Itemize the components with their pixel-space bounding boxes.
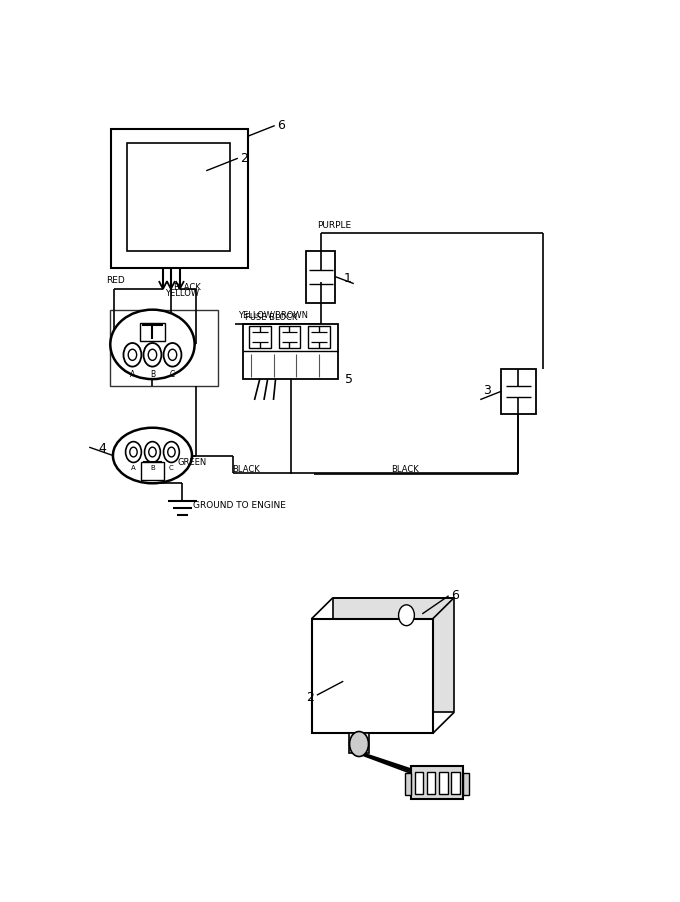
Circle shape <box>168 349 177 361</box>
Text: RED: RED <box>106 276 125 285</box>
Text: GREEN: GREEN <box>177 458 207 467</box>
Text: FUSE BLOCK: FUSE BLOCK <box>245 313 297 322</box>
Ellipse shape <box>110 309 194 379</box>
Text: A: A <box>130 370 135 379</box>
Text: GROUND TO ENGINE: GROUND TO ENGINE <box>193 501 286 510</box>
Bar <box>411 766 463 799</box>
Ellipse shape <box>113 428 192 483</box>
Text: B: B <box>150 370 155 379</box>
Circle shape <box>129 349 137 361</box>
Bar <box>333 598 454 713</box>
Bar <box>415 772 424 795</box>
Text: BLACK: BLACK <box>233 465 260 474</box>
Circle shape <box>149 447 156 457</box>
Bar <box>311 619 433 733</box>
Text: 5: 5 <box>345 373 354 386</box>
Text: 2: 2 <box>307 691 314 704</box>
Text: 6: 6 <box>452 589 459 603</box>
Text: 3: 3 <box>483 384 491 398</box>
Circle shape <box>148 349 156 361</box>
Circle shape <box>168 447 175 457</box>
Text: 2: 2 <box>241 152 248 165</box>
Text: BLACK: BLACK <box>390 465 418 474</box>
Text: YELLOW/BROWN: YELLOW/BROWN <box>238 310 308 319</box>
Circle shape <box>126 442 141 463</box>
Circle shape <box>145 442 160 463</box>
Bar <box>250 326 271 348</box>
Circle shape <box>163 442 180 463</box>
Text: C: C <box>170 370 175 379</box>
Bar <box>127 143 230 251</box>
Circle shape <box>350 732 369 757</box>
Bar <box>307 251 335 303</box>
Bar <box>349 733 369 753</box>
Bar <box>427 772 435 795</box>
Circle shape <box>130 447 137 457</box>
Text: PURPLE: PURPLE <box>317 221 351 230</box>
Bar <box>279 326 300 348</box>
Text: 1: 1 <box>343 272 351 285</box>
Bar <box>463 773 469 796</box>
Text: B: B <box>150 465 155 471</box>
Text: YELLOW: YELLOW <box>165 289 199 298</box>
Bar <box>110 309 218 386</box>
Text: 6: 6 <box>277 119 285 132</box>
Bar <box>141 462 164 480</box>
Bar <box>439 772 447 795</box>
Circle shape <box>124 343 141 366</box>
Bar <box>309 326 330 348</box>
Bar <box>112 129 248 268</box>
Circle shape <box>398 605 414 626</box>
Bar <box>140 323 165 341</box>
Bar <box>452 772 460 795</box>
Circle shape <box>143 343 161 366</box>
Bar <box>501 369 536 414</box>
Circle shape <box>163 343 182 366</box>
Bar <box>243 324 338 379</box>
Text: 4: 4 <box>98 442 106 456</box>
Text: BLACK: BLACK <box>173 283 201 292</box>
Bar <box>405 773 411 796</box>
Text: C: C <box>169 465 174 471</box>
Text: A: A <box>131 465 136 471</box>
